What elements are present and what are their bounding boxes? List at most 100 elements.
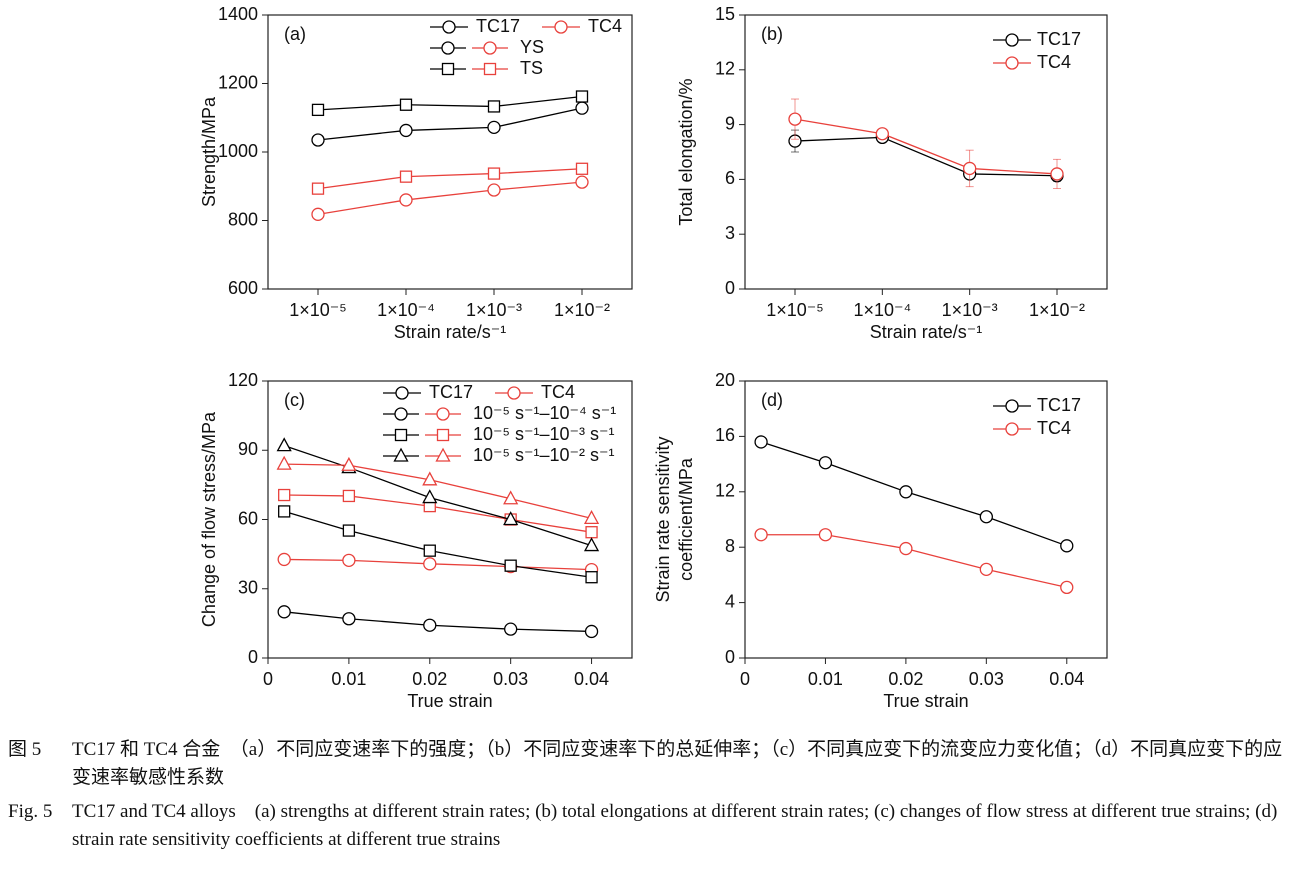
legend-label: TC17 [1037,395,1081,415]
marker [1005,56,1019,70]
y-tick-label: 120 [228,370,258,390]
x-tick-label: 0 [740,669,750,689]
y-axis-label: Change of flow stress/MPa [199,411,219,627]
marker [423,618,437,632]
marker [899,485,913,499]
marker [788,112,802,126]
marker [1050,167,1064,181]
x-tick-label: 1×10⁻⁵ [289,300,347,320]
marker [818,528,833,542]
legend-label: 10⁻⁵ s⁻¹–10⁻² s⁻¹ [473,445,615,465]
marker [575,101,589,115]
marker [483,41,497,55]
marker [276,437,292,452]
series-line [317,107,583,141]
x-tick-label: 0.02 [888,669,923,689]
legend-label: TC4 [541,382,575,402]
x-axis-label: Strain rate/s⁻¹ [394,322,507,342]
marker [277,605,291,619]
y-tick-label: 20 [715,370,735,390]
y-axis-label: Total elongation/% [676,78,696,225]
marker [422,471,438,486]
marker [278,505,291,518]
marker [754,435,768,449]
marker [423,557,437,571]
y-tick-label: 600 [228,278,258,298]
marker [399,98,413,111]
marker [435,447,451,462]
marker [503,511,519,526]
series-line [284,494,592,533]
marker [584,624,599,639]
y-tick-label: 12 [715,481,735,501]
y-tick-label: 0 [725,278,735,298]
x-tick-label: 0.02 [412,669,447,689]
panel-label: (a) [284,24,306,44]
legend-label: TC17 [1037,29,1081,49]
x-tick-label: 1×10⁻² [1029,300,1085,320]
x-tick-label: 0.03 [493,669,528,689]
y-tick-label: 6 [725,168,735,188]
y-tick-label: 800 [228,209,258,229]
y-tick-label: 9 [725,113,735,133]
marker [342,612,356,626]
y-axis-label: Strain rate sensitivity [653,436,673,602]
plot-frame [744,14,1108,290]
x-tick-label: 0.01 [808,669,843,689]
panel-label: (b) [761,24,783,44]
caption-text: TC17 and TC4 alloys (a) strengths at dif… [72,801,1278,850]
marker [278,488,291,502]
x-tick-label: 1×10⁻⁵ [766,300,824,320]
marker [575,162,589,175]
marker [979,562,993,577]
marker [818,456,833,470]
marker [503,490,519,505]
y-axis-label: Strength/MPa [199,96,219,207]
marker [311,207,325,221]
series-line [284,558,592,571]
y-tick-label: 16 [715,425,735,445]
marker [487,120,501,134]
marker [483,62,497,76]
marker [394,407,408,421]
series-line [317,168,583,190]
marker [585,571,598,584]
marker [1005,33,1019,47]
marker [341,456,357,471]
marker [441,62,455,76]
x-tick-label: 0.04 [1049,669,1084,689]
marker [277,552,291,567]
y-axis-label: coefficient/MPa [676,457,696,581]
marker [1060,580,1074,595]
marker [342,524,356,537]
y-tick-label: 30 [238,578,258,598]
x-tick-label: 1×10⁻⁴ [853,300,911,320]
marker [311,133,325,147]
x-axis-label: Strain rate/s⁻¹ [870,322,983,342]
caption-label: Fig. 5 [8,801,53,822]
y-tick-label: 60 [238,508,258,528]
x-tick-label: 0.01 [331,669,366,689]
x-axis-label: True strain [407,691,492,710]
series-line [317,181,583,215]
marker [583,537,600,552]
marker [342,489,356,503]
plot-frame [744,380,1108,659]
series-line [317,95,583,111]
y-tick-label: 12 [715,59,735,79]
panel-label: (d) [761,390,783,410]
x-tick-label: 1×10⁻⁴ [377,300,435,320]
legend-label: TS [520,58,543,78]
marker [399,193,413,207]
marker [311,182,325,195]
series-line [760,441,1068,547]
x-axis-label: True strain [883,691,968,710]
marker [487,167,501,180]
series-line [794,118,1058,175]
series-line [284,611,592,633]
marker [311,103,325,117]
marker [754,528,768,542]
marker [487,183,501,197]
